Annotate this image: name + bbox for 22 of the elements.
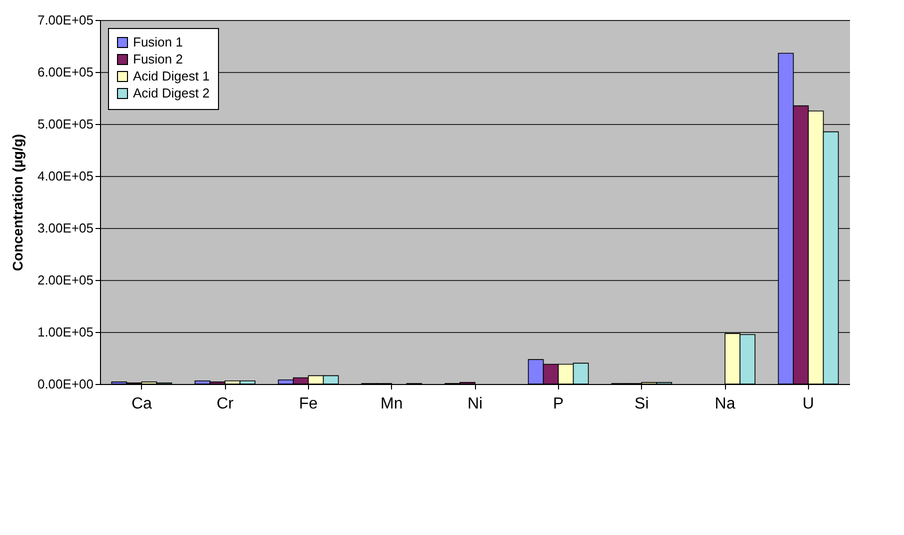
x-tick-label: Ni (467, 396, 483, 412)
x-tick-label: Mn (380, 396, 403, 412)
y-tick-label: 3.00E+05 (37, 220, 94, 236)
x-tick-label: Ca (131, 396, 152, 412)
legend-label: Fusion 2 (133, 52, 183, 66)
y-tick-label: 0.00E+00 (37, 376, 94, 392)
y-tick-label: 2.00E+05 (37, 272, 94, 288)
x-tick-label: P (552, 396, 564, 412)
x-tick-label: Fe (298, 396, 318, 412)
legend-label: Fusion 1 (133, 34, 183, 50)
y-tick-label: 5.00E+05 (37, 116, 94, 132)
x-tick-label: Si (634, 396, 649, 412)
y-tick-label: 7.00E+05 (37, 12, 94, 28)
y-axis-title: Concentration (µg/g) (9, 134, 26, 272)
legend-label: Acid Digest 1 (133, 68, 210, 84)
x-tick-label: U (802, 396, 814, 412)
y-tick-label: 6.00E+05 (37, 64, 94, 80)
legend-label: Acid Digest 2 (133, 86, 210, 100)
y-tick-label: 1.00E+05 (37, 324, 94, 340)
x-tick-label: Cr (216, 396, 234, 412)
x-tick-label: Na (714, 396, 736, 412)
y-tick-label: 4.00E+05 (37, 168, 94, 184)
